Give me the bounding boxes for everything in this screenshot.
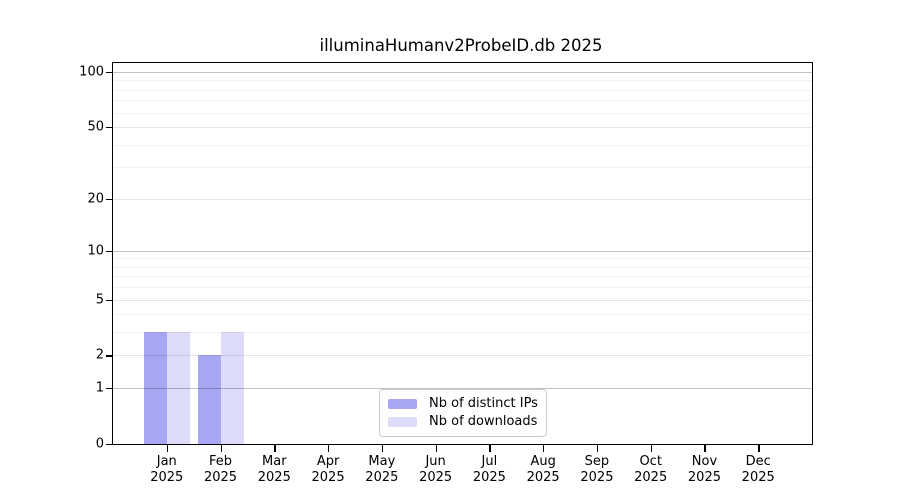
- y-tick-label: 100: [79, 64, 104, 80]
- x-tick-label: Feb 2025: [204, 454, 237, 486]
- grid-line: [113, 127, 812, 129]
- x-tick-year: 2025: [634, 470, 668, 485]
- x-tick-label: Jun 2025: [419, 454, 452, 486]
- x-tick: [274, 445, 276, 452]
- bar-nb-of-distinct-ips: [143, 332, 167, 444]
- x-tick-year: 2025: [741, 470, 775, 485]
- bar-nb-of-distinct-ips: [197, 355, 221, 444]
- x-tick-year: 2025: [526, 470, 560, 485]
- x-tick: [543, 445, 545, 452]
- x-tick-label: Jul 2025: [473, 454, 506, 486]
- x-tick-year: 2025: [419, 470, 453, 485]
- x-tick: [381, 445, 384, 452]
- x-tick-month: Sep: [584, 454, 610, 469]
- x-tick-label: Nov 2025: [688, 454, 721, 486]
- y-tick: [106, 198, 112, 200]
- x-tick-label: Aug 2025: [527, 454, 560, 486]
- x-tick-label: Oct 2025: [634, 454, 667, 486]
- grid-line: [113, 198, 812, 200]
- x-tick-year: 2025: [472, 470, 506, 485]
- x-tick-year: 2025: [150, 470, 184, 485]
- x-tick-year: 2025: [203, 470, 238, 485]
- x-tick-month: Nov: [691, 454, 718, 469]
- legend-swatch: [388, 398, 417, 409]
- legend-label: Nb of distinct IPs: [429, 396, 538, 411]
- x-tick-month: Jul: [481, 454, 498, 469]
- grid-line-minor: [113, 314, 812, 316]
- x-tick-month: Aug: [530, 454, 556, 469]
- x-tick: [596, 445, 599, 452]
- x-tick-month: Jun: [425, 454, 446, 469]
- x-tick-year: 2025: [257, 470, 291, 485]
- y-tick: [106, 355, 112, 357]
- x-tick-month: Mar: [262, 454, 287, 469]
- y-tick: [106, 444, 112, 446]
- grid-line-major: [113, 250, 812, 252]
- y-tick-label: 50: [87, 119, 104, 135]
- x-tick-label: Jan 2025: [150, 454, 183, 486]
- chart-title: illuminaHumanv2ProbeID.db 2025: [319, 36, 603, 55]
- x-tick-year: 2025: [580, 470, 614, 485]
- y-tick: [106, 388, 112, 390]
- x-tick-year: 2025: [687, 470, 721, 485]
- y-tick-label: 2: [95, 347, 104, 363]
- x-tick: [650, 445, 652, 452]
- x-tick-month: Jan: [156, 454, 177, 469]
- grid-line-minor: [113, 332, 812, 334]
- grid-line-minor: [113, 144, 812, 146]
- x-tick-month: Oct: [639, 454, 662, 469]
- x-tick-year: 2025: [311, 470, 345, 485]
- x-tick-month: Feb: [209, 454, 233, 469]
- y-tick-label: 20: [87, 191, 104, 207]
- y-tick: [106, 127, 112, 129]
- x-tick: [489, 445, 491, 452]
- y-tick: [106, 299, 112, 301]
- y-tick-label: 1: [95, 380, 104, 396]
- x-tick: [166, 445, 169, 452]
- x-tick: [758, 445, 760, 452]
- x-tick-month: May: [368, 454, 396, 469]
- legend-label: Nb of downloads: [429, 414, 538, 429]
- y-tick: [106, 250, 112, 253]
- x-tick-label: Dec 2025: [742, 454, 775, 486]
- grid-line: [113, 299, 812, 301]
- grid-line-minor: [113, 258, 812, 260]
- legend-item: Nb of distinct IPs: [388, 396, 538, 411]
- grid-line-major: [113, 72, 812, 74]
- y-tick-label: 0: [95, 436, 104, 452]
- x-tick-label: Apr 2025: [312, 454, 345, 486]
- y-tick-label: 5: [95, 292, 104, 308]
- grid-line-minor: [113, 112, 812, 114]
- x-tick: [328, 445, 330, 452]
- x-tick-month: Dec: [745, 454, 771, 469]
- y-tick-label: 10: [87, 243, 104, 259]
- x-tick-year: 2025: [365, 470, 399, 485]
- plot-area: Nb of distinct IPs Nb of downloads 0 1 2 5 10…: [79, 62, 813, 485]
- x-tick-label: Sep 2025: [580, 454, 613, 486]
- grid-line-minor: [113, 167, 812, 169]
- legend-swatch: [388, 416, 417, 427]
- x-tick-label: Mar 2025: [258, 454, 291, 486]
- grid-line-minor: [113, 287, 812, 289]
- y-tick: [106, 72, 112, 74]
- legend-item: Nb of downloads: [388, 414, 538, 429]
- x-tick: [220, 445, 222, 452]
- grid-line-minor: [113, 100, 812, 102]
- grid-line-minor: [113, 276, 812, 278]
- grid-line-minor: [113, 89, 812, 91]
- legend: Nb of distinct IPs Nb of downloads: [379, 389, 547, 437]
- grid-line-minor: [113, 266, 812, 268]
- bar-nb-of-downloads: [166, 332, 190, 444]
- x-tick-month: Apr: [316, 454, 340, 469]
- x-tick: [704, 445, 706, 452]
- bar-nb-of-downloads: [220, 332, 244, 444]
- x-tick: [435, 445, 437, 452]
- grid-line-minor: [113, 80, 812, 82]
- x-tick-label: May 2025: [365, 454, 398, 486]
